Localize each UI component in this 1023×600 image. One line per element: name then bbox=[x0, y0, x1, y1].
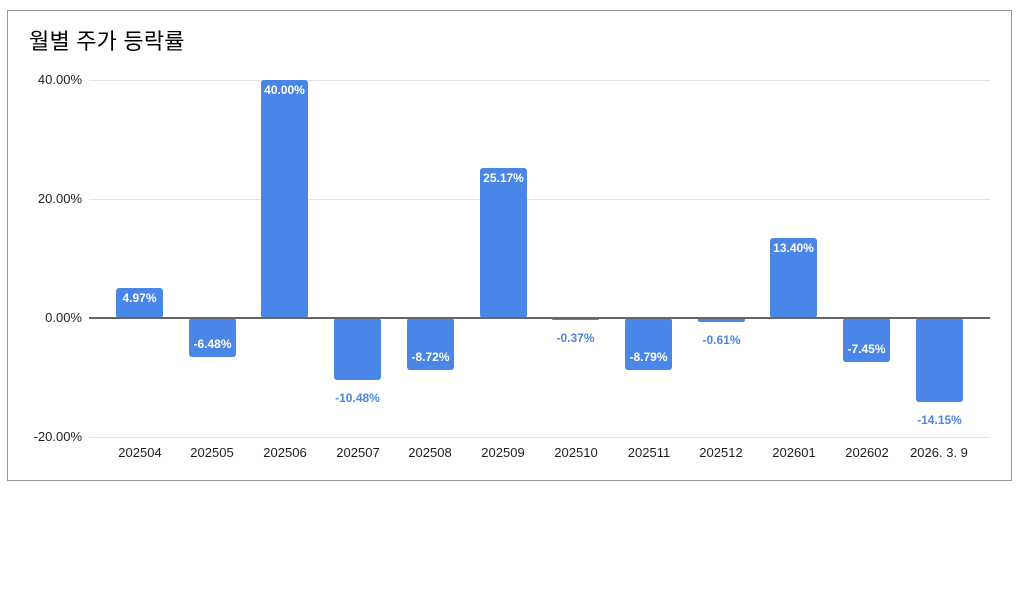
bar-value-label: -6.48% bbox=[193, 337, 232, 351]
y-axis-label: 20.00% bbox=[37, 191, 82, 206]
x-axis-label: 202507 bbox=[336, 445, 380, 460]
bar-202511[interactable]: -8.79% bbox=[625, 318, 672, 370]
bar-value-label: -10.48% bbox=[335, 391, 380, 405]
y-axis-label: -20.00% bbox=[33, 429, 82, 444]
y-axis-label: 0.00% bbox=[45, 310, 82, 325]
x-axis-label: 202601 bbox=[772, 445, 816, 460]
bar-value-label: -0.61% bbox=[702, 333, 741, 347]
bar-202602[interactable]: -7.45% bbox=[843, 318, 890, 362]
x-axis-label: 202504 bbox=[118, 445, 162, 460]
x-axis-label: 202512 bbox=[699, 445, 743, 460]
bar-202508[interactable]: -8.72% bbox=[407, 318, 454, 370]
bar-202505[interactable]: -6.48% bbox=[189, 318, 236, 357]
x-axis-label: 202510 bbox=[554, 445, 598, 460]
y-axis-label: 40.00% bbox=[37, 72, 82, 87]
zero-axis-line bbox=[89, 317, 990, 319]
bar-value-label: -8.72% bbox=[411, 350, 450, 364]
bar-202504[interactable]: 4.97% bbox=[116, 288, 163, 318]
x-axis-label: 202509 bbox=[481, 445, 525, 460]
bar-value-label: -8.79% bbox=[629, 350, 668, 364]
gridline bbox=[89, 199, 990, 200]
bar-2026. 3. 9[interactable]: -14.15% bbox=[916, 318, 963, 427]
bar-value-label: 13.40% bbox=[773, 241, 814, 255]
bar-202512[interactable]: -0.61% bbox=[698, 318, 745, 347]
chart-card: 월별 주가 등락률 40.00% 20.00% 0.00% -20.00% 4.97%… bbox=[7, 10, 1012, 481]
bar-value-label: 4.97% bbox=[122, 291, 157, 305]
bar-value-label: -14.15% bbox=[917, 413, 962, 427]
x-axis-label: 2026. 3. 9 bbox=[910, 445, 968, 460]
x-axis-label: 202506 bbox=[263, 445, 307, 460]
gridline bbox=[89, 80, 990, 81]
bar-202506[interactable]: 40.00% bbox=[261, 80, 308, 318]
x-axis-label: 202508 bbox=[408, 445, 452, 460]
bar-value-label: -7.45% bbox=[847, 342, 886, 356]
bar-value-label: -0.37% bbox=[556, 331, 595, 345]
bar-202601[interactable]: 13.40% bbox=[770, 238, 817, 318]
bar-202507[interactable]: -10.48% bbox=[334, 318, 381, 405]
bar-value-label: 25.17% bbox=[483, 171, 524, 185]
chart-title: 월별 주가 등락률 bbox=[29, 29, 185, 54]
x-axis-label: 202511 bbox=[627, 445, 671, 460]
x-axis-label: 202505 bbox=[190, 445, 234, 460]
bar-202509[interactable]: 25.17% bbox=[480, 168, 527, 318]
x-axis-label: 202602 bbox=[845, 445, 889, 460]
bar-value-label: 40.00% bbox=[264, 83, 305, 97]
gridline bbox=[89, 437, 990, 438]
bar-202510[interactable]: -0.37% bbox=[552, 318, 599, 345]
